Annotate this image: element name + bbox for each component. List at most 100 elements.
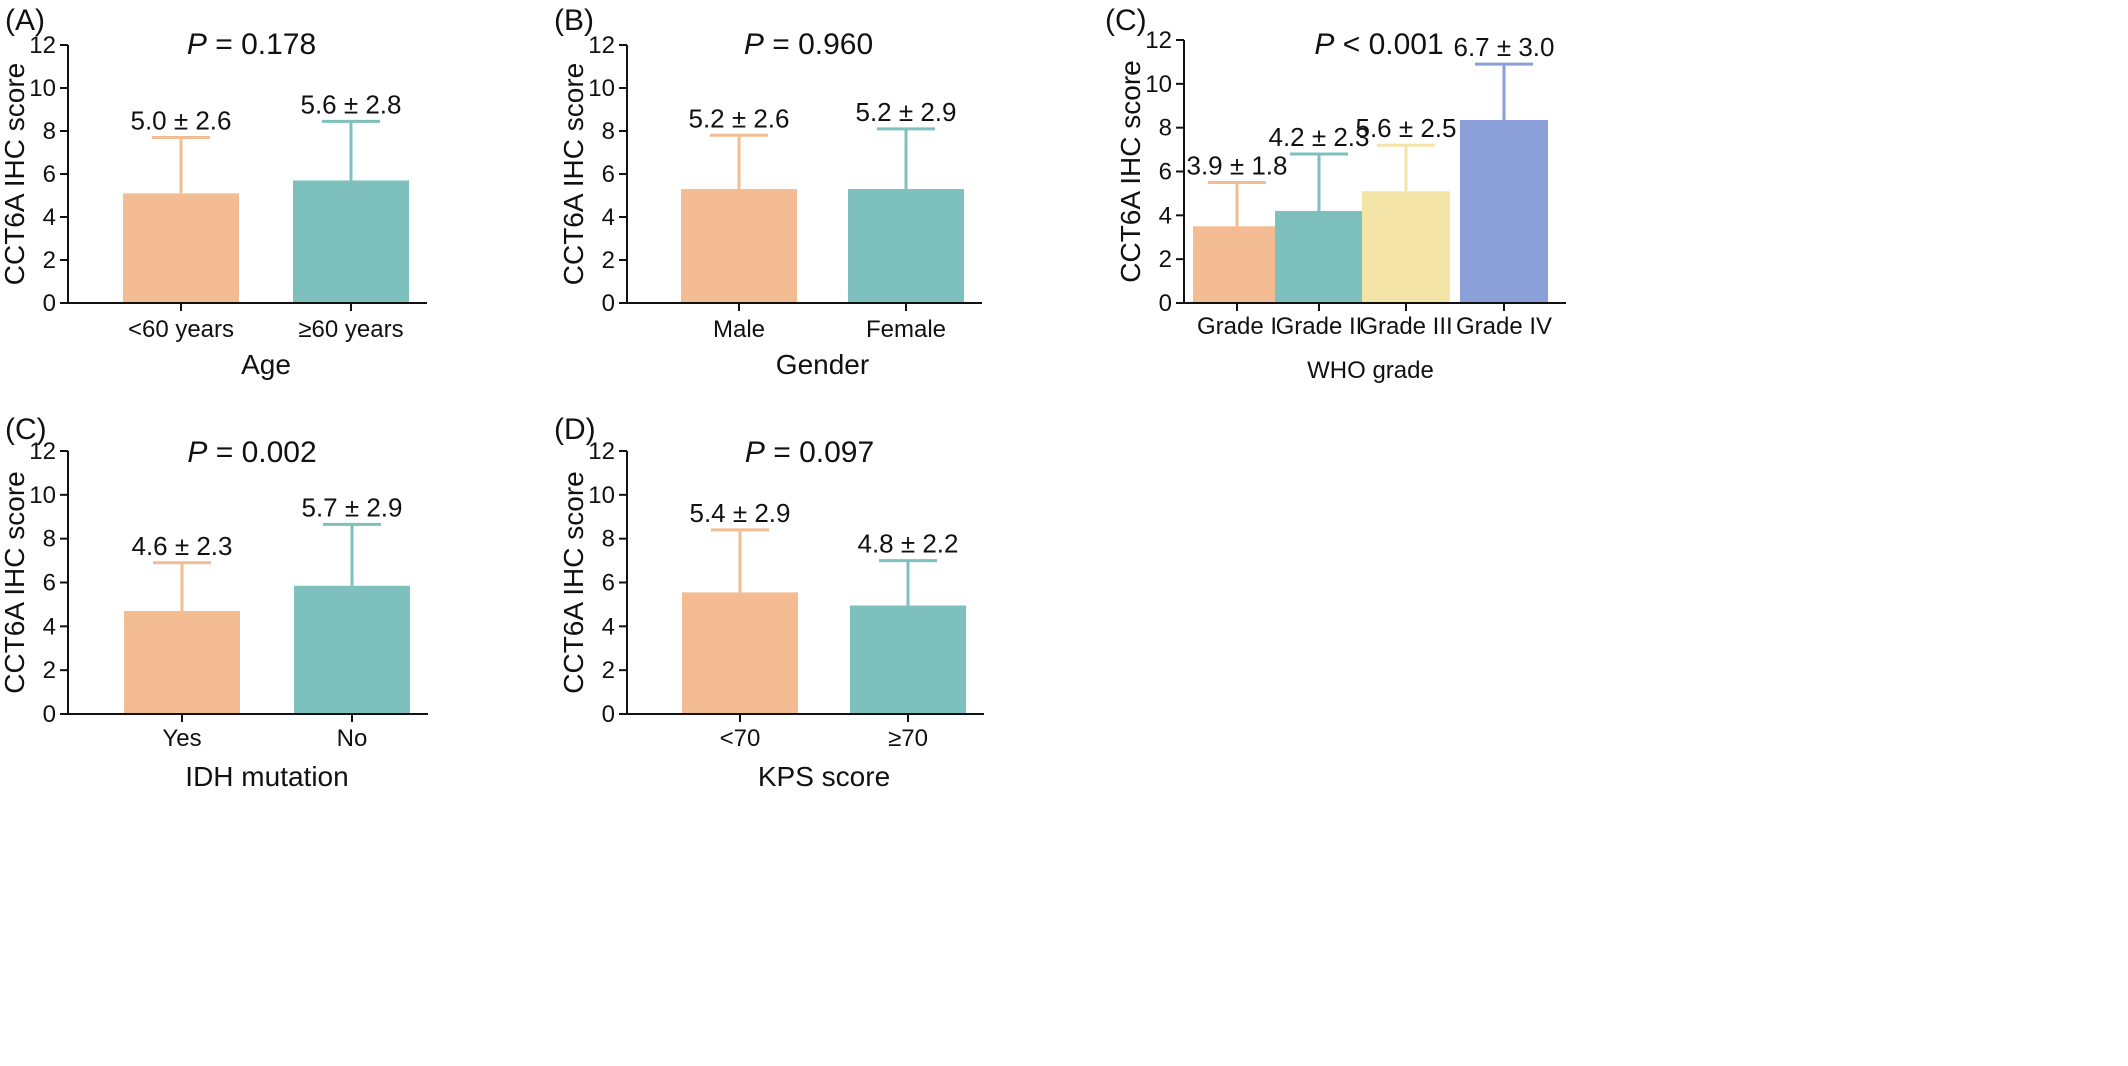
bar: [681, 189, 797, 303]
x-tick-label: Female: [866, 316, 946, 343]
bar: [124, 610, 240, 714]
p-symbol: P: [187, 436, 207, 469]
y-tick-label: 10: [588, 482, 615, 509]
x-tick-label: Yes: [162, 725, 201, 752]
y-tick-label: 4: [1159, 202, 1172, 229]
p-value-text: < 0.001: [1334, 28, 1443, 61]
bar: [293, 180, 409, 303]
y-tick-label: 8: [602, 526, 615, 553]
y-tick-label: 8: [43, 118, 56, 145]
bar-value-label: 6.7 ± 3.0: [1453, 32, 1554, 62]
x-axis-label: Gender: [776, 349, 869, 380]
bar-value-label: 5.4 ± 2.9: [689, 498, 790, 528]
x-axis-label: WHO grade: [1307, 357, 1434, 384]
panel-label: (A): [5, 4, 45, 37]
panel-label: (C): [5, 413, 47, 446]
x-tick-label: Grade I: [1197, 313, 1277, 340]
y-tick-label: 2: [43, 657, 56, 684]
x-tick-label: ≥60 years: [298, 316, 403, 343]
bar-value-label: 3.9 ± 1.8: [1186, 150, 1287, 180]
bar-value-label: 4.8 ± 2.2: [857, 529, 958, 559]
p-value-label: P = 0.960: [744, 28, 873, 61]
y-tick-label: 0: [602, 701, 615, 728]
chart-panel-5: (D) P = 0.097 5.4 ± 2.9 <70 4.8 ± 2.2 ≥70 0 2 4 6…: [554, 413, 984, 792]
x-tick-label: Grade III: [1359, 313, 1452, 340]
bar-value-label: 5.6 ± 2.5: [1355, 113, 1456, 143]
bar-value-label: 5.6 ± 2.8: [300, 89, 401, 119]
y-tick-label: 2: [602, 657, 615, 684]
y-axis-label: CCT6A IHC score: [0, 471, 30, 694]
y-tick-label: 6: [602, 570, 615, 597]
p-value-label: P = 0.097: [745, 436, 874, 469]
panel-label: (D): [554, 413, 596, 446]
y-tick-label: 6: [1159, 159, 1172, 186]
bar: [682, 592, 798, 714]
y-axis-label: CCT6A IHC score: [1115, 60, 1146, 283]
y-tick-label: 0: [43, 290, 56, 317]
bar-value-label: 5.2 ± 2.6: [688, 103, 789, 133]
y-tick-label: 12: [29, 32, 56, 59]
bar: [1275, 210, 1363, 303]
y-axis-label: CCT6A IHC score: [558, 471, 589, 694]
bar: [123, 193, 239, 303]
y-tick-label: 4: [602, 204, 615, 231]
y-tick-label: 12: [588, 32, 615, 59]
x-tick-label: Grade IV: [1456, 313, 1552, 340]
y-tick-label: 10: [1145, 71, 1172, 98]
y-tick-label: 12: [588, 438, 615, 465]
x-tick-label: ≥70: [888, 725, 928, 752]
y-tick-label: 2: [1159, 246, 1172, 273]
p-value-label: P = 0.178: [187, 28, 316, 61]
y-axis-label: CCT6A IHC score: [558, 63, 589, 286]
bar-value-label: 5.2 ± 2.9: [855, 97, 956, 127]
y-axis-label: CCT6A IHC score: [0, 63, 30, 286]
panel-label: (C): [1105, 4, 1147, 37]
bar: [294, 585, 410, 714]
y-tick-label: 6: [43, 570, 56, 597]
bar: [850, 605, 966, 714]
x-axis-label: IDH mutation: [185, 761, 348, 792]
bar: [848, 189, 964, 303]
bar: [1362, 191, 1450, 303]
bar: [1460, 119, 1548, 303]
y-tick-label: 0: [1159, 290, 1172, 317]
y-tick-label: 6: [43, 161, 56, 188]
y-tick-label: 4: [602, 613, 615, 640]
y-tick-label: 8: [43, 526, 56, 553]
x-tick-label: No: [337, 725, 368, 752]
bar: [1193, 226, 1281, 303]
y-tick-label: 8: [602, 118, 615, 145]
p-symbol: P: [744, 28, 764, 61]
y-tick-label: 10: [588, 75, 615, 102]
y-tick-label: 12: [29, 438, 56, 465]
p-value-text: = 0.097: [765, 436, 874, 469]
y-tick-label: 10: [29, 75, 56, 102]
bar-value-label: 5.0 ± 2.6: [130, 105, 231, 135]
y-tick-label: 6: [602, 161, 615, 188]
x-tick-label: <60 years: [128, 316, 234, 343]
p-value-text: = 0.178: [207, 28, 316, 61]
p-symbol: P: [1314, 28, 1334, 61]
chart-panel-3: (C) P < 0.001 3.9 ± 1.8 Grade I 4.2 ± 2.3 Gra…: [1105, 4, 1566, 384]
chart-panel-1: (A) P = 0.178 5.0 ± 2.6 <60 years 5.6 ± 2.8 ≥…: [0, 4, 427, 380]
y-tick-label: 0: [602, 290, 615, 317]
x-tick-label: Male: [713, 316, 765, 343]
bar-value-label: 4.6 ± 2.3: [131, 531, 232, 561]
y-tick-label: 4: [43, 204, 56, 231]
panel-label: (B): [554, 4, 594, 37]
chart-panel-4: (C) P = 0.002 4.6 ± 2.3 Yes 5.7 ± 2.9 No 0 2 4 6 8…: [0, 413, 428, 792]
y-tick-label: 10: [29, 482, 56, 509]
p-value-label: P = 0.002: [187, 436, 316, 469]
bar-value-label: 4.2 ± 2.3: [1268, 122, 1369, 152]
y-tick-label: 8: [1159, 115, 1172, 142]
p-value-text: = 0.960: [764, 28, 873, 61]
p-symbol: P: [745, 436, 765, 469]
x-tick-label: <70: [720, 725, 761, 752]
x-tick-label: Grade II: [1276, 313, 1363, 340]
y-tick-label: 4: [43, 613, 56, 640]
y-tick-label: 2: [602, 247, 615, 274]
chart-panel-2: (B) P = 0.960 5.2 ± 2.6 Male 5.2 ± 2.9 Female…: [554, 4, 982, 380]
x-axis-label: KPS score: [758, 761, 890, 792]
y-tick-label: 12: [1145, 27, 1172, 54]
